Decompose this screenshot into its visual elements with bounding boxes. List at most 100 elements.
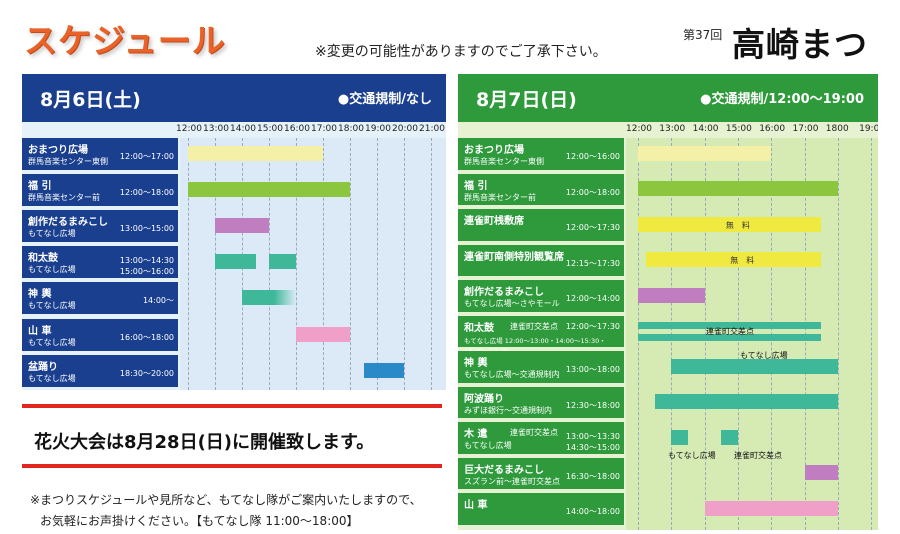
- day1-grid-line: [377, 138, 378, 390]
- day2-tick-label: 19:00: [859, 124, 878, 134]
- day2-grid-line: [871, 138, 873, 530]
- day1-event-bar: [363, 362, 404, 378]
- day1-event-name: 福 引: [28, 181, 52, 193]
- day2-event-bar: [654, 394, 838, 410]
- day1-event-location: もてなし広場: [28, 301, 76, 311]
- day2-schedule-panel: 8月7日(日) ●交通規制/12:00～19:00 12:00 13:00 14:0…: [458, 74, 878, 530]
- day2-event-location: もてなし広場～さやモール: [464, 299, 560, 308]
- day2-traffic-notice: ●交通規制/12:00～19:00: [700, 92, 864, 107]
- day2-event-name: 巨大だるまみこし: [464, 464, 544, 476]
- day1-tick-label: 13:00: [203, 124, 229, 134]
- day2-event-row: 山 車 14:00～18:00: [458, 493, 624, 525]
- day1-event-location: 群馬音楽センター前: [28, 193, 100, 203]
- day1-tick-label: 12:00: [176, 124, 202, 134]
- day1-grid-line: [404, 138, 405, 390]
- day2-event-row: 木 遣もてなし広場 連雀町交差点 13:00～13:30 14:30～15:00: [458, 422, 624, 454]
- day2-grid-line: [837, 138, 839, 530]
- day1-event-location: もてなし広場: [28, 229, 76, 239]
- day2-event-name: 創作だるまみこし: [464, 287, 544, 298]
- day2-event-bar: [638, 181, 838, 197]
- day1-event-bar: [296, 326, 350, 342]
- day2-tick-label: 15:00: [725, 124, 752, 134]
- day2-event-name: 木 遣: [464, 429, 488, 440]
- day2-event-bar: [671, 358, 838, 374]
- day1-tick-label: 21:00: [419, 124, 445, 134]
- day2-event-time: 16:30～18:00: [565, 471, 620, 481]
- day2-event-bar: [638, 333, 822, 341]
- day2-event-time: 12:00～17:30: [565, 223, 620, 232]
- day2-event-location: スズラン前～連雀町交差点: [464, 476, 560, 486]
- fireworks-notice: 花火大会は8月28日(日)に開催致します。: [34, 432, 375, 453]
- day1-event-name: 盆踊り: [28, 361, 58, 373]
- day1-event-row: 創作だるまみこし もてなし広場 13:00～15:00: [22, 210, 178, 243]
- day1-event-row: 福 引群馬音楽センター前 12:00～18:00: [22, 174, 178, 207]
- day1-event-time: 13:00～14:30: [119, 256, 174, 266]
- day2-event-name: 山 車: [464, 500, 488, 511]
- day2-event-name: 阿波踊り: [464, 393, 504, 405]
- day1-traffic-notice: ●交通規制/なし: [337, 92, 432, 107]
- footer-line-2: お気軽にお声掛けください。【もてなし隊 11:00～18:00】: [40, 514, 359, 528]
- day2-event-bar: 無 料: [638, 216, 822, 232]
- footer-line-1: ※まつりスケジュールや見所など、もてなし隊がご案内いたしますので、: [30, 493, 422, 507]
- day1-event-location: もてなし広場: [28, 373, 76, 383]
- day2-tick-label: 17:00: [792, 124, 819, 134]
- day2-event-time: 12:00～14:00: [565, 294, 620, 303]
- day1-tick-label: 19:00: [365, 124, 391, 134]
- day2-event-location: みずほ銀行～交通規制内: [464, 405, 552, 415]
- day2-event-name: 連雀町桟敷席: [464, 216, 524, 227]
- day2-event-location: もてなし広場～交通規制内: [464, 370, 560, 379]
- day1-event-name: 和太鼓: [28, 253, 58, 265]
- day2-tick-label: 14:00: [692, 124, 719, 134]
- day2-event-row: 神 輿もてなし広場～交通規制内 13:00～18:00: [458, 351, 624, 383]
- day1-tick-label: 15:00: [257, 124, 283, 134]
- day2-tick-label: 16:00: [759, 124, 786, 134]
- day2-event-bar: [671, 429, 688, 445]
- day1-grid-line: [323, 138, 324, 390]
- day2-event-bar: [638, 321, 822, 329]
- day1-event-location: もてなし広場: [28, 337, 76, 347]
- day2-free-label: 無 料: [730, 256, 755, 266]
- day1-event-time: 12:00～17:00: [119, 152, 174, 161]
- day2-date: 8月7日(日): [476, 89, 577, 111]
- day2-event-location: もてなし広場: [464, 441, 512, 450]
- day1-event-time-2: 15:00～16:00: [119, 267, 174, 277]
- day1-header: 8月6日(土) ●交通規制/なし: [22, 74, 446, 122]
- day2-free-label: 無 料: [725, 220, 750, 230]
- day2-event-time: 12:00～17:30: [565, 321, 620, 331]
- day2-event-time: 13:00～18:00: [565, 365, 620, 374]
- day1-event-bar: [215, 254, 256, 270]
- day1-event-time: 18:30～20:00: [119, 368, 174, 378]
- day2-event-row: 連雀町南側特別観覧席 12:15～17:30: [458, 244, 624, 276]
- day1-tick-label: 16:00: [284, 124, 310, 134]
- day2-event-time-2: 14:30～15:00: [565, 443, 620, 452]
- day2-event-location: 群馬音楽センター東側: [464, 157, 544, 166]
- day2-event-row: 阿波踊り みずほ銀行～交通規制内 12:30～18:00: [458, 386, 624, 418]
- red-divider-bottom: [22, 464, 442, 468]
- day1-event-bar: [269, 254, 296, 270]
- day2-event-time: 12:00～16:00: [565, 152, 620, 161]
- day1-grid-line: [296, 138, 297, 390]
- day1-event-name: 山 車: [28, 325, 52, 337]
- day2-event-name: 和太鼓: [464, 322, 494, 334]
- day2-event-time: 12:30～18:00: [565, 400, 620, 410]
- day1-event-bar: [188, 146, 323, 162]
- day2-event-bar: [638, 145, 772, 161]
- day2-event-time: 12:15～17:30: [565, 258, 620, 268]
- schedule-title: スケジュール: [24, 21, 226, 60]
- day1-event-name: 神 輿: [28, 289, 52, 301]
- day1-event-location: もてなし広場: [28, 265, 76, 275]
- day2-event-name: 福 引: [464, 180, 488, 192]
- day1-event-name: 創作だるまみこし: [28, 217, 108, 229]
- red-divider-top: [22, 404, 442, 408]
- day1-event-time: 14:00～: [142, 296, 174, 306]
- day1-event-time: 12:00～18:00: [119, 188, 174, 198]
- day1-tick-label: 20:00: [392, 124, 418, 134]
- day1-event-time: 13:00～15:00: [119, 224, 174, 234]
- day2-annot-kiyari-plaza: もてなし広場: [668, 451, 716, 460]
- day2-header: 8月7日(日) ●交通規制/12:00～19:00: [458, 74, 878, 122]
- day2-event-row: おまつり広場 群馬音楽センター東側 12:00～16:00: [458, 138, 624, 170]
- day1-event-time: 16:00～18:00: [119, 332, 174, 342]
- day2-event-row: 巨大だるまみこし スズラン前～連雀町交差点 16:30～18:00: [458, 457, 624, 489]
- day2-annot-kiyari-intersection: 連雀町交差点: [734, 451, 782, 460]
